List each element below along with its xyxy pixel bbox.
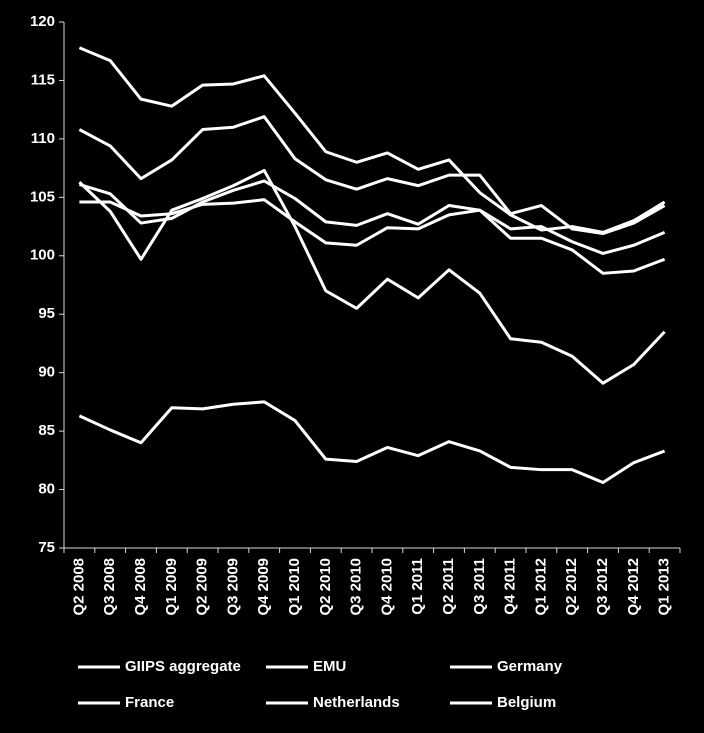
- x-tick-label: Q4 2010: [378, 558, 395, 616]
- series-line: [78, 168, 666, 385]
- y-tick-label: 75: [38, 539, 55, 556]
- x-tick-label: Q2 2009: [194, 558, 211, 616]
- x-tick-label: Q1 2013: [656, 558, 673, 616]
- y-tick-label: 80: [38, 481, 55, 498]
- y-tick-label: 85: [38, 422, 55, 439]
- series-line: [78, 115, 666, 236]
- x-tick-label: Q4 2009: [255, 558, 272, 616]
- y-tick-label: 120: [30, 13, 55, 30]
- y-tick-label: 105: [30, 188, 55, 205]
- y-tick-label: 95: [38, 305, 55, 322]
- x-tick-label: Q2 2010: [317, 558, 334, 616]
- x-tick-label: Q3 2009: [224, 558, 241, 616]
- y-tick-label: 115: [31, 71, 55, 88]
- x-tick-label: Q3 2012: [594, 558, 611, 616]
- x-tick-label: Q2 2011: [440, 558, 457, 615]
- x-tick-label: Q3 2011: [471, 558, 488, 615]
- series-line: [78, 179, 666, 255]
- x-tick-label: Q4 2008: [132, 558, 149, 616]
- series-line: [78, 46, 666, 234]
- x-tick-label: Q3 2008: [101, 558, 118, 616]
- y-tick-label: 100: [30, 247, 55, 264]
- x-tick-label: Q1 2009: [163, 558, 180, 616]
- legend-label: Germany: [497, 658, 563, 675]
- series-line: [78, 400, 666, 485]
- legend-label: Netherlands: [313, 694, 400, 711]
- x-tick-label: Q1 2011: [409, 558, 426, 615]
- x-tick-label: Q1 2010: [286, 558, 303, 616]
- legend-label: Belgium: [497, 694, 556, 711]
- x-tick-label: Q2 2012: [563, 558, 580, 616]
- x-tick-label: Q3 2010: [348, 558, 365, 616]
- legend-label: GIIPS aggregate: [125, 658, 241, 675]
- y-tick-label: 110: [31, 130, 55, 147]
- x-tick-label: Q2 2008: [70, 558, 87, 616]
- x-tick-label: Q4 2012: [625, 558, 642, 616]
- series-line: [79, 198, 666, 275]
- x-tick-label: Q1 2012: [532, 558, 549, 616]
- y-tick-label: 90: [38, 364, 55, 381]
- x-tick-label: Q4 2011: [502, 558, 519, 615]
- legend-label: EMU: [313, 658, 346, 675]
- legend-label: France: [125, 694, 174, 711]
